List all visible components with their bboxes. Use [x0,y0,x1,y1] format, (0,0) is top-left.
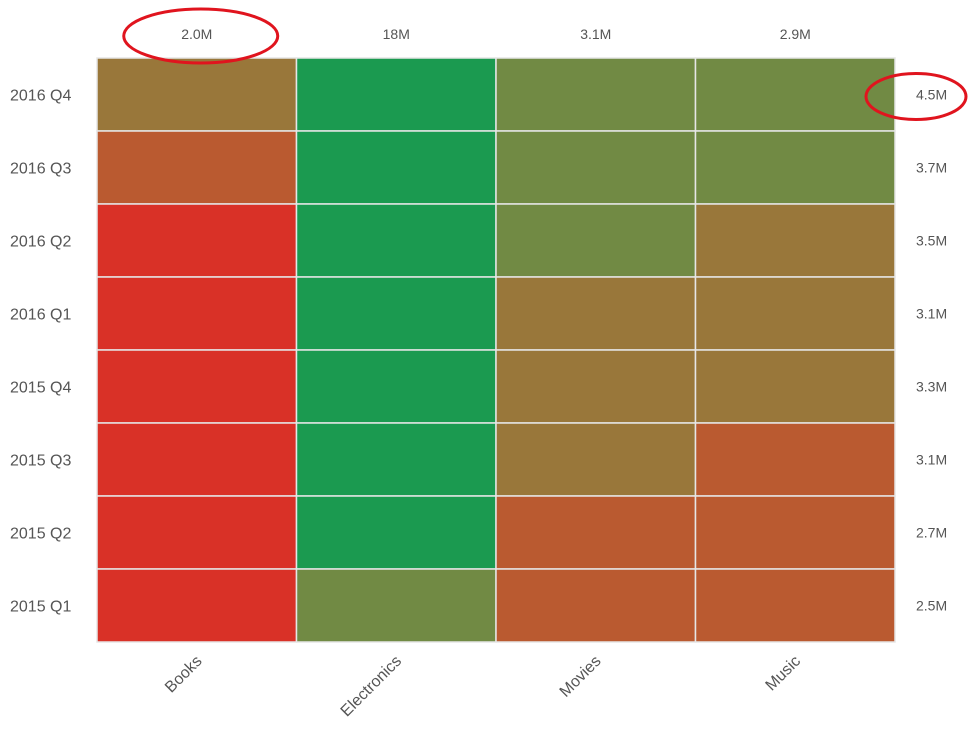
heatmap-cells [96,57,896,643]
row-totals: 4.5M 3.7M 3.5M 3.1M 3.3M 3.1M 2.7M 2.5M [916,87,947,614]
column-label: Books [162,653,205,696]
heatmap-cell [495,130,697,205]
heatmap-cell [694,57,896,132]
heatmap-cell [495,422,697,497]
column-total: 18M [383,26,410,42]
heatmap-cell [694,276,896,351]
heatmap-cell [96,349,298,424]
highlight-ellipse [864,72,968,121]
column-labels: Books Electronics Movies Music [162,653,804,720]
row-label: 2015 Q4 [10,380,71,397]
row-total: 3.1M [916,306,947,322]
column-total: 2.0M [181,26,212,42]
row-total: 2.7M [916,525,947,541]
heatmap-cell [495,203,697,278]
row-total: 2.5M [916,598,947,614]
heatmap-cell [495,276,697,351]
row-label: 2016 Q1 [10,307,71,324]
heatmap-cell [694,422,896,497]
heatmap-cell [96,422,298,497]
column-total: 2.9M [780,26,811,42]
row-label: 2016 Q4 [10,88,71,105]
heatmap-cell [295,203,497,278]
row-total: 3.3M [916,379,947,395]
row-total: 3.1M [916,452,947,468]
heatmap-cell [295,276,497,351]
heatmap-cell [96,276,298,351]
row-label: 2015 Q1 [10,599,71,616]
heatmap-cell [295,495,497,570]
heatmap-cell [495,568,697,643]
heatmap-cell [295,568,497,643]
heatmap-cell [694,203,896,278]
heatmap-cell [495,495,697,570]
heatmap-cell [96,130,298,205]
heatmap-cell [295,130,497,205]
heatmap-cell [295,349,497,424]
heatmap-cell [96,203,298,278]
row-label: 2016 Q3 [10,161,71,178]
heatmap-cell [96,57,298,132]
highlight-ellipse [122,7,280,65]
row-label: 2015 Q3 [10,453,71,470]
row-label: 2016 Q2 [10,234,71,251]
column-label: Electronics [338,653,405,720]
column-label: Music [763,653,805,695]
row-labels: 2016 Q4 2016 Q3 2016 Q2 2016 Q1 2015 Q4 2015 … [10,88,71,616]
row-label: 2015 Q2 [10,526,71,543]
row-total: 3.5M [916,233,947,249]
row-total: 3.7M [916,160,947,176]
heatmap-cell [495,57,697,132]
column-totals: 2.0M 18M 3.1M 2.9M [181,26,811,42]
heatmap-cell [694,495,896,570]
heatmap-cell [295,57,497,132]
heatmap-cell [694,130,896,205]
heatmap-cell [96,568,298,643]
heatmap-cell [495,349,697,424]
heatmap-cell [694,568,896,643]
highlight-annotations [122,7,968,121]
heatmap-cell [96,495,298,570]
heatmap-cell [295,422,497,497]
heatmap-cell [694,349,896,424]
column-label: Movies [557,653,605,701]
row-total: 4.5M [916,87,947,103]
column-total: 3.1M [580,26,611,42]
